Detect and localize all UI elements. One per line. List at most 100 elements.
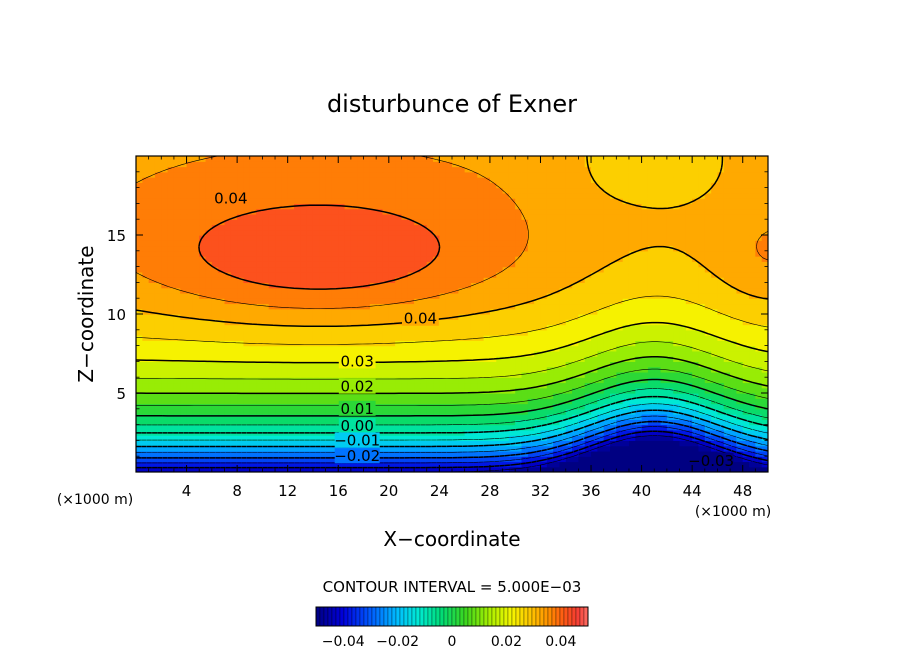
field-cell xyxy=(508,361,516,368)
field-cell xyxy=(635,398,643,405)
field-cell xyxy=(154,329,162,336)
field-cell xyxy=(433,393,440,399)
field-cell xyxy=(312,324,320,331)
field-cell xyxy=(546,461,554,468)
field-cell xyxy=(287,419,295,426)
field-cell xyxy=(452,345,459,352)
field-cell xyxy=(704,250,712,257)
field-cell xyxy=(540,350,548,357)
field-cell xyxy=(603,403,611,410)
field-cell xyxy=(439,398,447,405)
field-cell xyxy=(749,224,756,231)
field-cell xyxy=(224,224,232,231)
field-cell xyxy=(641,335,649,341)
field-cell xyxy=(673,419,681,426)
field-cell xyxy=(692,398,700,405)
field-cell xyxy=(698,387,706,394)
field-cell xyxy=(489,287,497,294)
field-cell xyxy=(249,356,257,362)
field-cell xyxy=(237,387,245,394)
field-cell xyxy=(622,256,630,262)
field-cell xyxy=(578,245,586,252)
field-cell xyxy=(205,466,213,472)
field-cell xyxy=(136,298,143,305)
field-cell xyxy=(527,387,535,394)
field-cell xyxy=(603,324,611,331)
field-cell xyxy=(186,261,194,268)
field-cell xyxy=(622,393,630,399)
field-cell xyxy=(553,261,561,268)
field-cell xyxy=(565,314,573,320)
field-cell xyxy=(483,229,491,236)
field-cell xyxy=(464,450,472,457)
field-cell xyxy=(192,403,200,410)
field-cell xyxy=(180,445,188,452)
field-cell xyxy=(578,398,586,405)
field-cell xyxy=(426,424,434,431)
field-cell xyxy=(350,261,358,268)
field-cell xyxy=(755,466,763,472)
field-cell xyxy=(218,456,226,463)
field-cell xyxy=(666,235,674,241)
field-cell xyxy=(673,461,681,468)
field-cell xyxy=(470,361,478,368)
field-cell xyxy=(584,366,592,373)
field-cell xyxy=(559,277,567,283)
field-cell xyxy=(218,366,226,373)
field-cell xyxy=(470,371,478,378)
field-cell xyxy=(464,340,472,347)
field-cell xyxy=(319,345,327,352)
field-cell xyxy=(730,245,737,252)
field-cell xyxy=(382,435,390,441)
field-cell xyxy=(331,414,339,420)
field-cell xyxy=(521,319,529,326)
field-cell xyxy=(508,287,516,294)
field-cell xyxy=(546,314,554,320)
field-cell xyxy=(262,440,270,447)
field-cell xyxy=(628,371,636,378)
field-cell xyxy=(306,414,314,420)
field-cell xyxy=(357,319,365,326)
field-cell xyxy=(192,361,200,368)
field-cell xyxy=(300,340,308,347)
field-cell xyxy=(275,398,282,405)
field-cell xyxy=(319,266,327,273)
field-cell xyxy=(344,292,352,299)
field-cell xyxy=(173,424,181,431)
field-cell xyxy=(369,329,377,336)
field-cell xyxy=(502,414,510,420)
field-cell xyxy=(458,240,466,247)
field-cell xyxy=(256,382,263,389)
field-cell xyxy=(192,408,200,415)
field-cell xyxy=(755,266,763,273)
field-cell xyxy=(306,461,314,468)
field-cell xyxy=(749,219,756,226)
field-cell xyxy=(483,292,491,299)
field-cell xyxy=(470,208,478,215)
field-cell xyxy=(647,235,655,241)
field-cell xyxy=(673,340,681,347)
field-cell xyxy=(294,419,301,426)
field-cell xyxy=(401,356,409,362)
field-cell xyxy=(205,250,213,257)
field-cell xyxy=(755,287,763,294)
field-cell xyxy=(496,324,504,331)
field-cell xyxy=(275,250,282,257)
field-cell xyxy=(325,329,333,336)
field-cell xyxy=(388,356,396,362)
field-cell xyxy=(660,424,668,431)
field-cell xyxy=(211,435,219,441)
field-cell xyxy=(717,261,725,268)
field-cell xyxy=(553,208,561,215)
field-cell xyxy=(281,240,289,247)
field-cell xyxy=(723,414,731,420)
field-cell xyxy=(527,314,535,320)
field-cell xyxy=(325,440,333,447)
field-cell xyxy=(470,466,478,472)
field-cell xyxy=(230,377,238,384)
field-cell xyxy=(515,329,523,336)
field-cell xyxy=(306,287,314,294)
field-cell xyxy=(180,324,188,331)
field-cell xyxy=(742,461,750,468)
field-cell xyxy=(736,345,744,352)
